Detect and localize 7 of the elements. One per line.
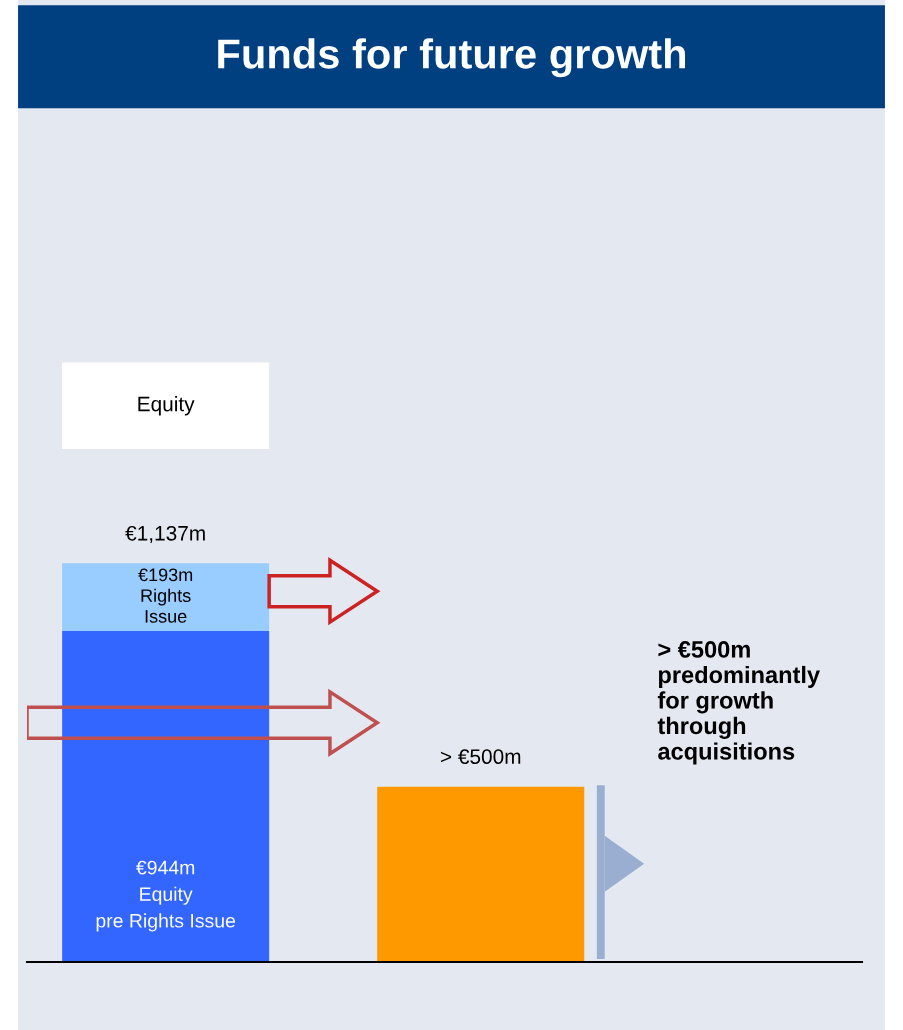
annotation: > €500m predominantly for growth through acquisitions bbox=[657, 641, 820, 765]
chart-title: Funds for future growth bbox=[218, 38, 686, 78]
text: Equity bbox=[138, 396, 195, 416]
data-label: €944m Equity pre Rights Issue bbox=[96, 860, 236, 932]
total-label: €1,137m bbox=[125, 525, 205, 544]
data-label: €193m Rights Issue bbox=[138, 568, 193, 623]
total-label: > €500m bbox=[440, 749, 521, 765]
